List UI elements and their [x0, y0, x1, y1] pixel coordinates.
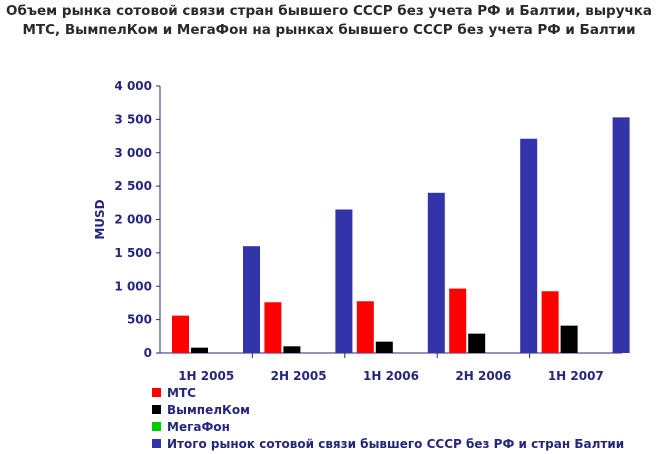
- bar-mts: [541, 291, 559, 353]
- bar-total-market: [243, 246, 260, 353]
- y-tick-label: 3 500: [114, 112, 152, 126]
- chart-legend: МТС ВымпелКом МегаФон Итого рынок сотово…: [152, 384, 624, 452]
- x-tick-label: 1H 2007: [548, 369, 604, 380]
- y-axis-title: MUSD: [93, 199, 107, 239]
- legend-swatch-total-market: [152, 439, 161, 448]
- bar-vimpelcom: [283, 346, 301, 353]
- bar-vimpelcom: [375, 341, 393, 353]
- legend-label-total-market: Итого рынок сотовой связи бывшего СССР б…: [167, 436, 625, 451]
- bar-total-market: [612, 117, 630, 353]
- legend-label-vimpelcom: ВымпелКом: [167, 402, 250, 417]
- legend-swatch-megafon: [152, 422, 161, 431]
- x-tick-label: 1H 2005: [178, 369, 234, 380]
- bar-vimpelcom: [191, 347, 208, 353]
- bar-total-market: [520, 138, 538, 353]
- legend-label-megafon: МегаФон: [167, 419, 230, 434]
- chart-title: Объем рынка сотовой связи стран бывшего …: [0, 2, 658, 40]
- legend-swatch-mts: [152, 388, 161, 397]
- legend-item-megafon: МегаФон: [152, 418, 624, 435]
- bar-mts: [172, 315, 189, 353]
- x-tick-label: 2H 2006: [455, 369, 511, 380]
- chart-bars: [172, 117, 630, 353]
- x-tick-label: 2H 2005: [271, 369, 327, 380]
- chart-labels: 0 500 1 000 1 500 2 000 2 500 3 000 3 500 4 000 M…: [93, 79, 604, 380]
- legend-item-vimpelcom: ВымпелКом: [152, 401, 624, 418]
- legend-label-mts: МТС: [167, 385, 196, 400]
- y-tick-label: 4 000: [114, 79, 152, 93]
- y-tick-label: 2 500: [114, 179, 152, 193]
- bar-total-market: [427, 192, 445, 353]
- legend-item-mts: МТС: [152, 384, 624, 401]
- y-tick-label: 1 000: [114, 279, 152, 293]
- bar-mts: [264, 302, 282, 353]
- chart-title-line-1: Объем рынка сотовой связи стран бывшего …: [5, 3, 653, 19]
- y-tick-label: 500: [127, 313, 152, 327]
- chart-title-line-2: МТС, ВымпелКом и МегаФон на рынках бывше…: [22, 22, 636, 38]
- bar-mts: [449, 288, 467, 353]
- x-tick-label: 1H 2006: [363, 369, 419, 380]
- legend-swatch-vimpelcom: [152, 405, 161, 414]
- bar-chart: 0 500 1 000 1 500 2 000 2 500 3 000 3 500 4 000 M…: [93, 79, 630, 380]
- bar-vimpelcom: [560, 325, 578, 353]
- legend-item-total-market: Итого рынок сотовой связи бывшего СССР б…: [152, 435, 624, 452]
- bar-vimpelcom: [468, 333, 486, 353]
- y-tick-label: 3 000: [114, 146, 152, 160]
- y-tick-label: 2 000: [114, 213, 152, 227]
- bar-mts: [356, 301, 374, 353]
- y-tick-label: 1 500: [114, 246, 152, 260]
- y-tick-label: 0: [144, 346, 152, 360]
- bar-total-market: [335, 209, 353, 353]
